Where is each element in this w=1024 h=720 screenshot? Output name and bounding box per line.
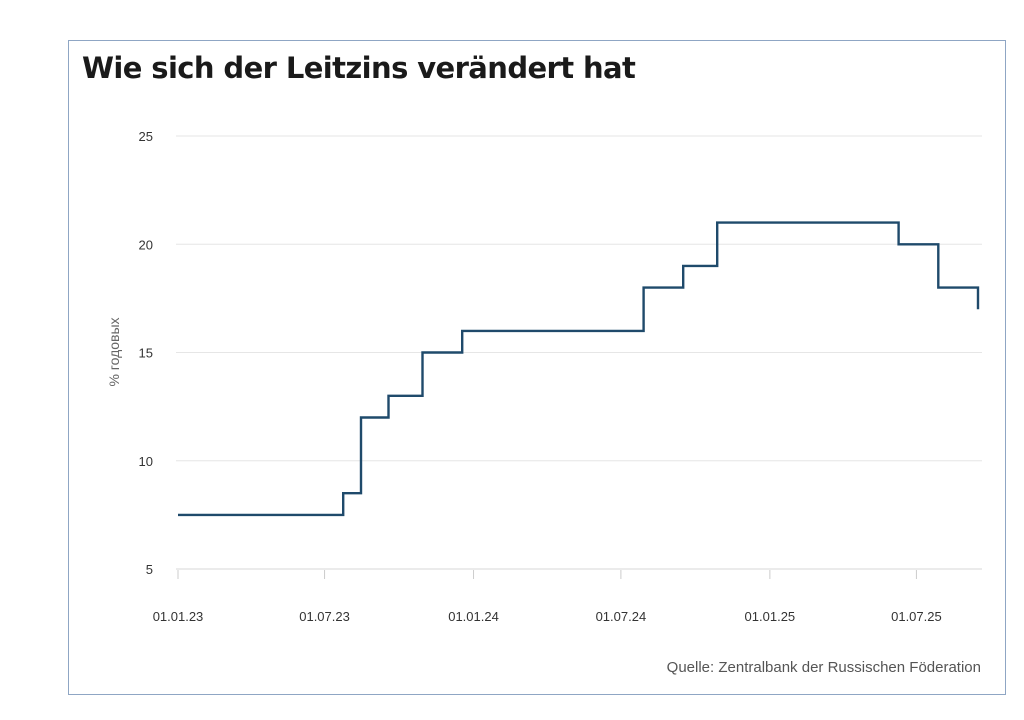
y-tick-label: 5 <box>146 562 153 577</box>
x-tick-label: 01.01.23 <box>153 609 204 624</box>
chart-title: Wie sich der Leitzins verändert hat <box>82 51 636 85</box>
x-axis: 01.01.23 01.07.23 01.01.24 01.07.24 01.01.25… <box>153 568 982 624</box>
y-axis: 5 10 15 20 25 <box>139 129 153 577</box>
x-tick-label: 01.07.25 <box>891 609 942 624</box>
y-tick-label: 15 <box>139 346 153 361</box>
x-tick-label: 01.01.24 <box>448 609 499 624</box>
gridlines <box>176 135 982 462</box>
rate-series-line <box>178 221 980 517</box>
series-layer <box>178 221 980 517</box>
x-tick-label: 01.01.25 <box>745 609 796 624</box>
y-axis-title: % годовых <box>106 317 122 386</box>
x-tick-label: 01.07.24 <box>596 609 647 624</box>
y-tick-label: 25 <box>139 129 153 144</box>
y-tick-label: 20 <box>139 237 153 252</box>
x-tick-label: 01.07.23 <box>299 609 350 624</box>
source-note: Quelle: Zentralbank der Russischen Föder… <box>666 659 981 676</box>
y-tick-label: 10 <box>139 454 153 469</box>
chart-card: Wie sich der Leitzins verändert hat Quel… <box>68 40 1006 695</box>
